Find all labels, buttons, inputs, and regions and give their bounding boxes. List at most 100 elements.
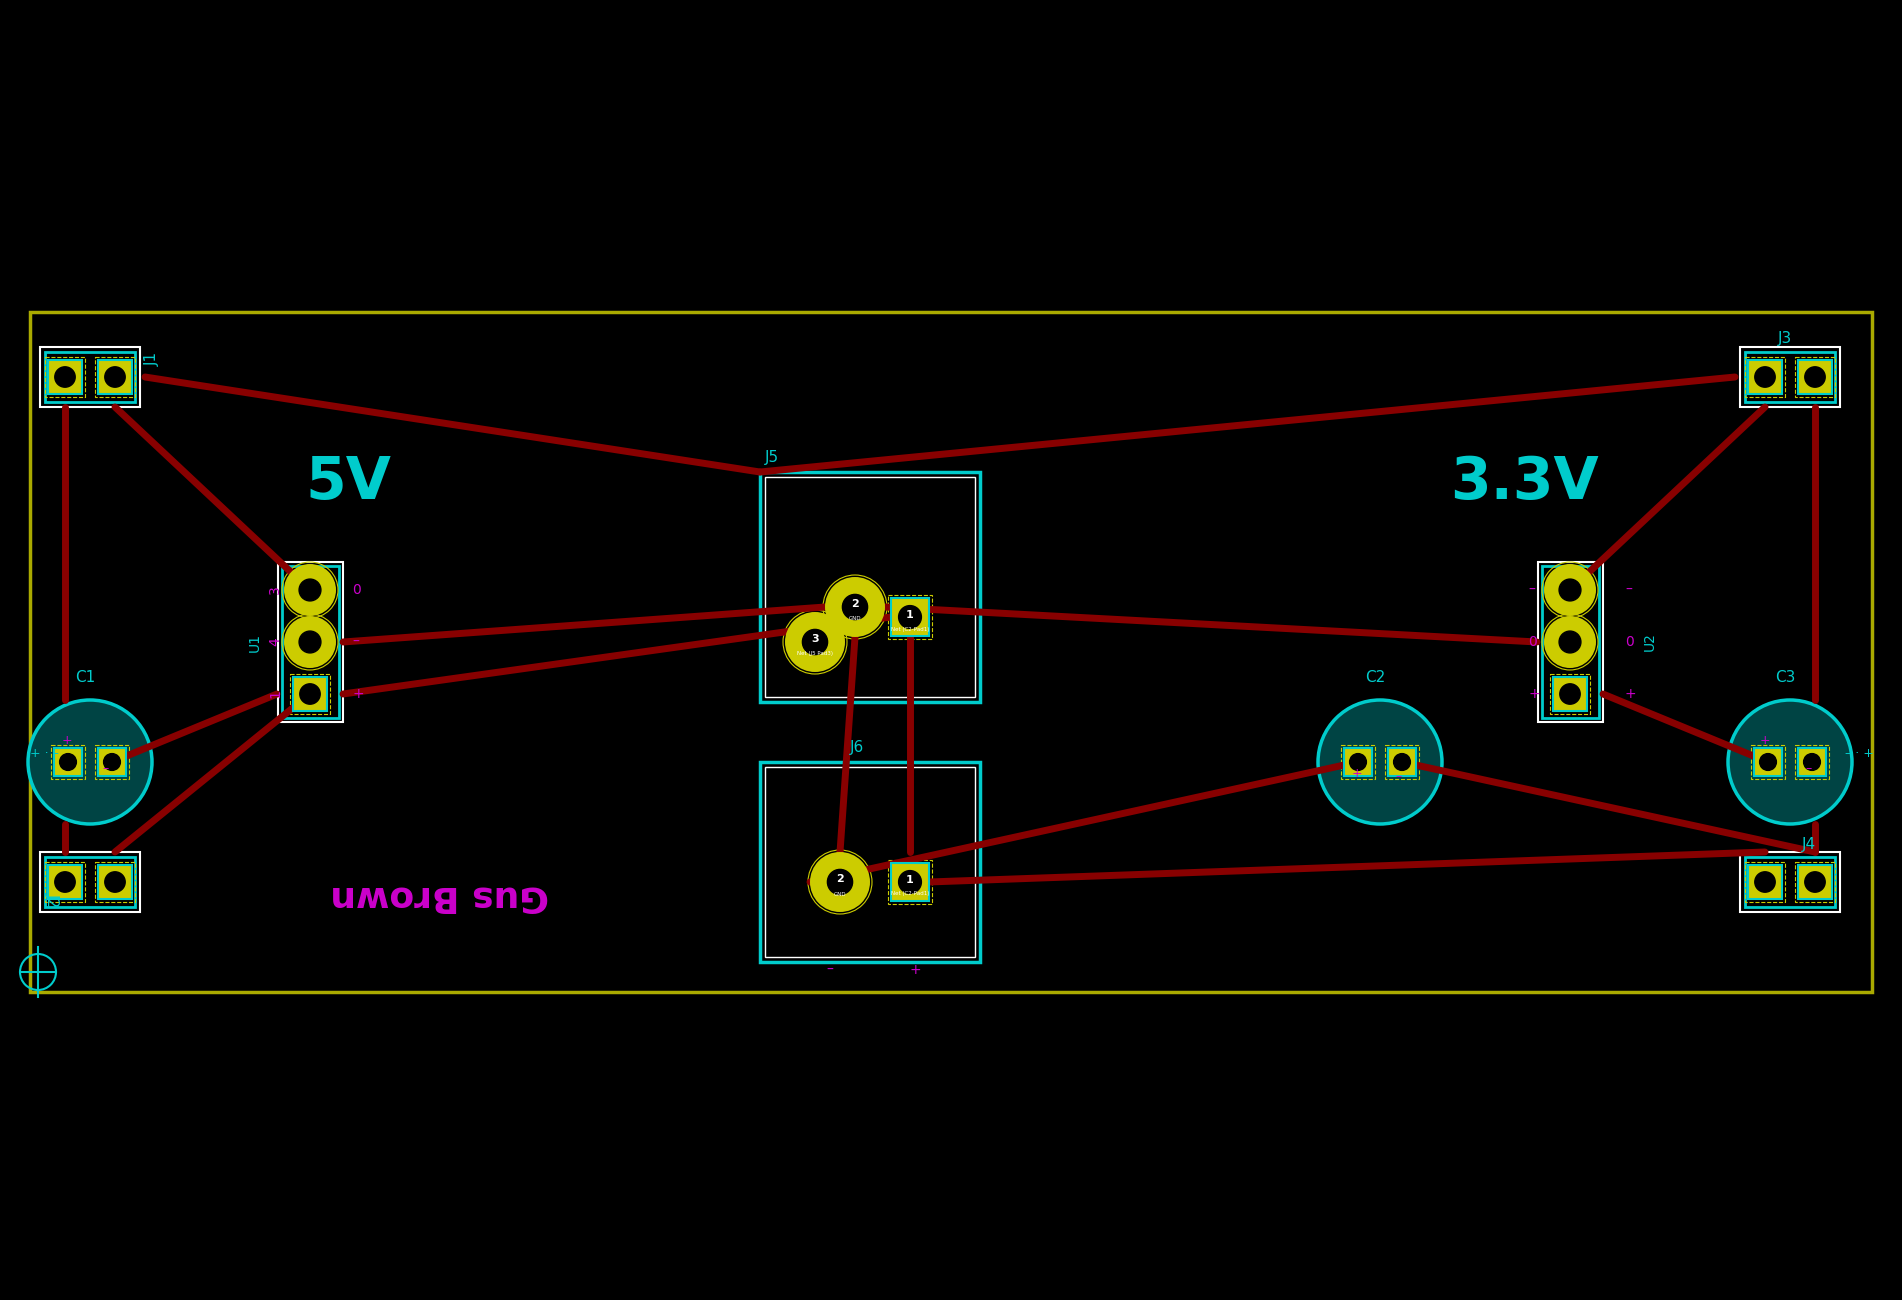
Circle shape bbox=[1560, 684, 1581, 705]
Text: 0: 0 bbox=[1527, 634, 1537, 649]
Bar bbox=[1550, 673, 1590, 714]
Bar bbox=[1744, 857, 1835, 907]
Text: C3: C3 bbox=[1775, 670, 1795, 685]
Bar bbox=[765, 477, 976, 697]
Text: 0: 0 bbox=[1624, 634, 1634, 649]
Bar bbox=[46, 358, 86, 396]
Text: Gus Brown: Gus Brown bbox=[331, 880, 550, 914]
Bar bbox=[1537, 562, 1603, 722]
Text: 3: 3 bbox=[810, 634, 820, 644]
Bar bbox=[278, 562, 342, 722]
Text: +: + bbox=[1624, 686, 1636, 701]
Text: +: + bbox=[1527, 686, 1539, 701]
Circle shape bbox=[825, 577, 884, 637]
Bar bbox=[48, 360, 82, 394]
Text: GND: GND bbox=[833, 892, 846, 897]
Circle shape bbox=[55, 872, 76, 892]
Circle shape bbox=[283, 564, 337, 616]
Circle shape bbox=[1803, 754, 1820, 771]
Circle shape bbox=[1394, 754, 1411, 771]
Bar bbox=[1744, 862, 1784, 902]
Text: 5V: 5V bbox=[304, 454, 392, 511]
Bar bbox=[46, 352, 135, 402]
Circle shape bbox=[29, 699, 152, 824]
Bar bbox=[888, 595, 932, 640]
Text: +: + bbox=[1759, 734, 1771, 747]
Circle shape bbox=[299, 578, 321, 601]
Circle shape bbox=[59, 754, 76, 771]
Circle shape bbox=[1756, 872, 1775, 892]
Bar bbox=[1541, 566, 1598, 718]
Circle shape bbox=[105, 872, 126, 892]
Bar bbox=[1341, 745, 1375, 779]
Bar bbox=[289, 673, 331, 714]
Text: 4: 4 bbox=[268, 637, 281, 646]
Circle shape bbox=[103, 754, 120, 771]
Circle shape bbox=[1729, 699, 1853, 824]
Bar bbox=[53, 747, 82, 776]
Text: J6: J6 bbox=[850, 740, 864, 755]
Text: 1: 1 bbox=[905, 610, 913, 620]
Bar bbox=[761, 762, 980, 962]
Text: 3: 3 bbox=[268, 585, 281, 594]
Text: 2: 2 bbox=[837, 874, 844, 884]
Text: J1: J1 bbox=[145, 352, 160, 367]
Bar bbox=[99, 360, 131, 394]
Text: C1: C1 bbox=[74, 670, 95, 685]
Bar bbox=[1748, 360, 1782, 394]
Text: 0: 0 bbox=[352, 582, 361, 597]
Bar bbox=[890, 598, 928, 636]
Circle shape bbox=[827, 870, 852, 894]
Bar bbox=[1795, 358, 1835, 396]
Circle shape bbox=[803, 629, 827, 655]
Circle shape bbox=[1560, 630, 1581, 653]
Bar bbox=[1797, 747, 1826, 776]
Circle shape bbox=[1544, 564, 1596, 616]
Circle shape bbox=[1544, 616, 1596, 668]
Text: C2: C2 bbox=[1366, 670, 1385, 685]
Text: U2: U2 bbox=[1643, 633, 1657, 651]
Text: J3: J3 bbox=[1778, 332, 1792, 347]
Text: –: – bbox=[827, 963, 833, 978]
Bar bbox=[1388, 747, 1415, 776]
Bar bbox=[99, 747, 126, 776]
Circle shape bbox=[898, 606, 921, 628]
Bar bbox=[40, 347, 141, 407]
Text: + · –: + · – bbox=[30, 747, 59, 760]
Bar bbox=[95, 358, 135, 396]
Circle shape bbox=[1756, 367, 1775, 387]
Circle shape bbox=[898, 871, 921, 893]
Bar bbox=[1795, 862, 1835, 902]
Text: –: – bbox=[103, 762, 108, 775]
Circle shape bbox=[1805, 367, 1826, 387]
Bar bbox=[1740, 852, 1839, 913]
Circle shape bbox=[843, 594, 867, 620]
Circle shape bbox=[299, 630, 321, 653]
Bar bbox=[46, 857, 135, 907]
Bar bbox=[765, 767, 976, 957]
Circle shape bbox=[301, 684, 320, 705]
Bar bbox=[1744, 358, 1784, 396]
Bar bbox=[99, 864, 131, 900]
Bar bbox=[1744, 352, 1835, 402]
Text: Net (J5 Pad3): Net (J5 Pad3) bbox=[797, 651, 833, 656]
Bar bbox=[1797, 864, 1832, 900]
Text: +: + bbox=[909, 963, 921, 978]
Text: J4: J4 bbox=[1801, 836, 1816, 852]
Bar bbox=[1385, 745, 1419, 779]
Bar bbox=[48, 864, 82, 900]
Circle shape bbox=[55, 367, 76, 387]
Bar bbox=[30, 312, 1872, 992]
Bar bbox=[40, 852, 141, 913]
Bar bbox=[761, 472, 980, 702]
Bar bbox=[1345, 747, 1371, 776]
Text: –: – bbox=[352, 634, 359, 649]
Text: U1: U1 bbox=[247, 633, 262, 651]
Text: 2: 2 bbox=[850, 599, 860, 608]
Text: GND: GND bbox=[848, 616, 862, 621]
Circle shape bbox=[1805, 872, 1826, 892]
Bar bbox=[46, 862, 86, 902]
Bar bbox=[281, 566, 339, 718]
Text: – · +: – · + bbox=[1845, 747, 1873, 760]
Text: J2: J2 bbox=[46, 893, 61, 907]
